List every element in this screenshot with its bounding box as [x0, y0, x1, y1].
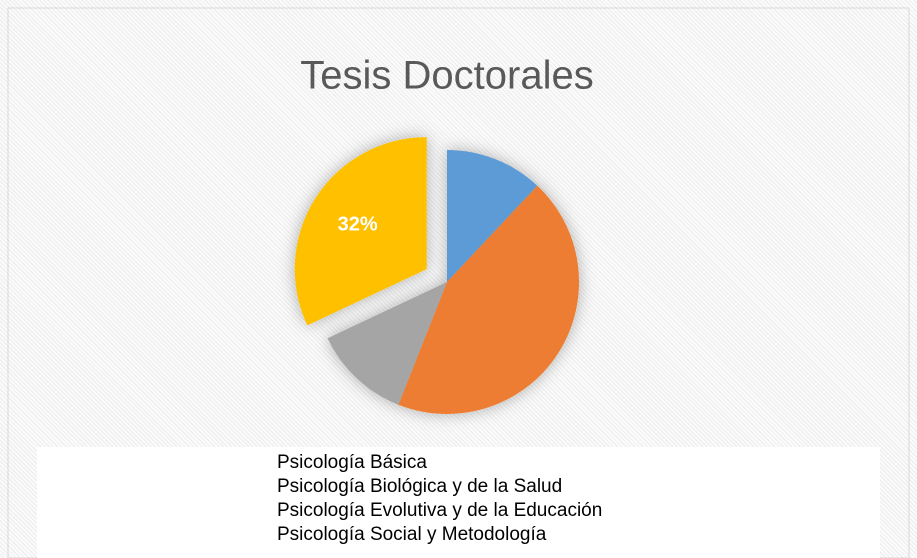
- pie: [294, 137, 580, 415]
- pie-slice: [294, 137, 427, 326]
- legend-box: [37, 447, 880, 558]
- legend-entry: Psicología Evolutiva y de la Educación: [277, 500, 602, 521]
- data-label: 32%: [338, 214, 378, 236]
- pie-slice: [447, 150, 538, 282]
- legend-entry: Psicología Social y Metodología: [277, 524, 547, 545]
- pie-slice: [327, 282, 447, 405]
- pie-slice: [398, 185, 580, 415]
- legend-entry: Psicología Biológica y de la Salud: [277, 476, 562, 497]
- legend-entry: Psicología Básica: [277, 452, 427, 473]
- chart-border: [7, 7, 910, 558]
- chart-title: Tesis Doctorales: [300, 54, 593, 98]
